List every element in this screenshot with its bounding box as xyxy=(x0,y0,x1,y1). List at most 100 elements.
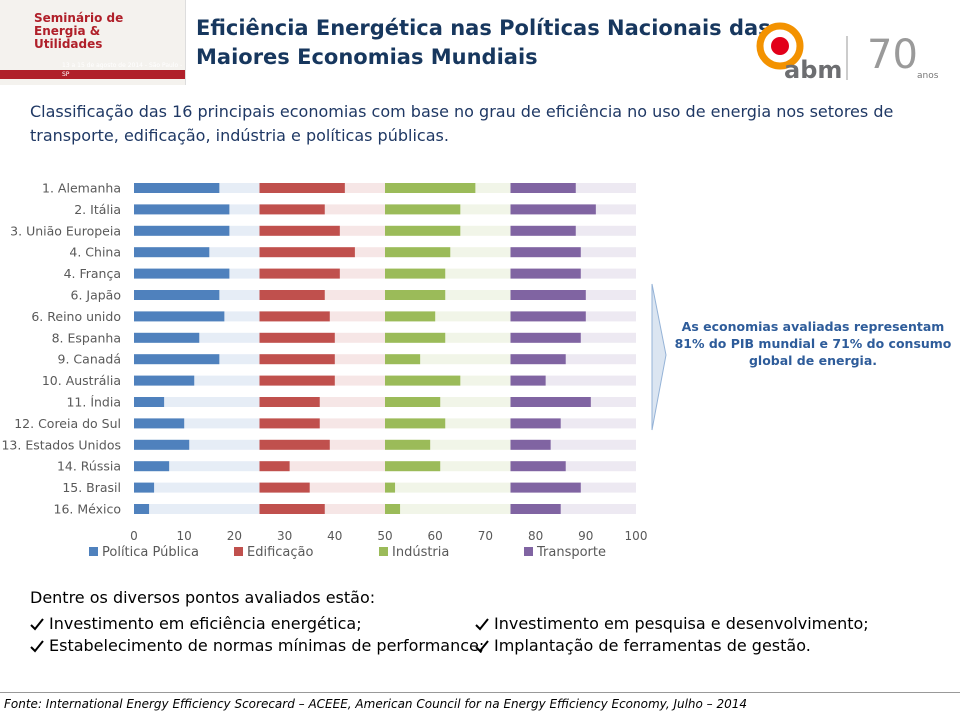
x-tick-label: 70 xyxy=(478,529,493,543)
x-tick-label: 10 xyxy=(177,529,192,543)
bar xyxy=(510,504,561,514)
track xyxy=(134,461,260,472)
track xyxy=(385,482,511,493)
bar xyxy=(134,375,195,386)
x-tick-label: 20 xyxy=(227,529,242,543)
bar xyxy=(510,439,551,450)
x-tick-label: 60 xyxy=(428,529,443,543)
track xyxy=(385,311,511,322)
legend-swatch xyxy=(234,547,243,556)
bar xyxy=(259,311,330,322)
x-tick-label: 50 xyxy=(377,529,392,543)
bar xyxy=(134,290,220,300)
bar xyxy=(134,418,185,429)
point: Implantação de ferramentas de gestão. xyxy=(475,636,811,655)
bar xyxy=(510,268,581,279)
category-label: 6. Japão xyxy=(71,288,122,303)
track xyxy=(510,461,636,472)
track xyxy=(385,397,511,407)
bar xyxy=(259,418,320,429)
slide-title: Eficiência Energética nas Políticas Naci… xyxy=(196,16,771,69)
checkmark xyxy=(475,617,489,630)
bar xyxy=(134,439,190,450)
bar xyxy=(385,418,446,429)
logo-seventy: 70 xyxy=(867,32,918,78)
bar xyxy=(259,268,340,279)
bar xyxy=(134,247,210,258)
bar xyxy=(385,504,401,514)
bar xyxy=(385,332,446,343)
point-text: Investimento em pesquisa e desenvolvimen… xyxy=(494,614,869,633)
track xyxy=(510,418,636,429)
point: Estabelecimento de normas mínimas de per… xyxy=(30,636,484,655)
bar xyxy=(259,461,290,472)
bar xyxy=(385,183,476,193)
point-text: Estabelecimento de normas mínimas de per… xyxy=(49,636,485,655)
legend-swatch xyxy=(89,547,98,556)
bar xyxy=(385,225,461,236)
legend-label: Indústria xyxy=(392,545,449,560)
track xyxy=(510,354,636,365)
category-label: 4. China xyxy=(69,245,121,260)
track xyxy=(259,397,385,407)
checkmark xyxy=(30,639,44,652)
x-tick-label: 100 xyxy=(625,529,648,543)
bar xyxy=(259,247,355,258)
bar xyxy=(385,247,451,258)
track xyxy=(385,439,511,450)
track xyxy=(134,375,260,386)
bar xyxy=(259,290,325,300)
x-tick-label: 30 xyxy=(277,529,292,543)
callout-arrow xyxy=(651,283,667,431)
bar xyxy=(510,332,581,343)
event-date: 13 a 15 de agosto de 2014 - São Paulo - … xyxy=(62,62,183,78)
x-tick-label: 40 xyxy=(327,529,342,543)
chart: 1. Alemanha 2. Itália 3. União Europeia 4. … xyxy=(1,181,648,561)
bar xyxy=(259,504,325,514)
track xyxy=(385,268,511,279)
bar xyxy=(259,482,310,493)
bar xyxy=(385,268,446,279)
track xyxy=(134,504,260,514)
point-text: Investimento em eficiência energética; xyxy=(49,614,362,633)
checkmark xyxy=(30,617,44,630)
org-name: abm xyxy=(784,56,842,84)
track xyxy=(385,418,511,429)
track xyxy=(385,290,511,300)
category-label: 16. México xyxy=(54,502,122,517)
bar xyxy=(385,311,436,322)
bar xyxy=(259,225,340,236)
bar xyxy=(259,332,335,343)
footer-rule xyxy=(0,692,960,693)
track xyxy=(259,461,385,472)
bar xyxy=(134,397,165,407)
bar xyxy=(510,354,566,365)
legend-label: Transporte xyxy=(536,545,606,560)
bar xyxy=(385,439,431,450)
track xyxy=(385,354,511,365)
bar xyxy=(259,375,335,386)
bar xyxy=(510,397,591,407)
category-label: 14. Rússia xyxy=(57,459,121,474)
intro-text: Classificação das 16 principais economia… xyxy=(30,102,894,145)
bar xyxy=(510,418,561,429)
bar xyxy=(510,311,586,322)
logo-dot xyxy=(771,37,789,55)
track xyxy=(134,482,260,493)
arrow-shape xyxy=(651,283,667,431)
legend-swatch xyxy=(379,547,388,556)
bar xyxy=(385,204,461,215)
bar xyxy=(134,183,220,193)
bar xyxy=(510,247,581,258)
track xyxy=(385,332,511,343)
bar xyxy=(134,332,200,343)
bar xyxy=(259,354,335,365)
source: Fonte: International Energy Efficiency S… xyxy=(4,697,748,711)
category-label: 2. Itália xyxy=(74,202,121,217)
bar xyxy=(510,183,576,193)
category-label: 10. Austrália xyxy=(42,373,121,388)
bar xyxy=(134,225,230,236)
x-tick-label: 0 xyxy=(130,529,138,543)
category-label: 15. Brasil xyxy=(62,480,121,495)
